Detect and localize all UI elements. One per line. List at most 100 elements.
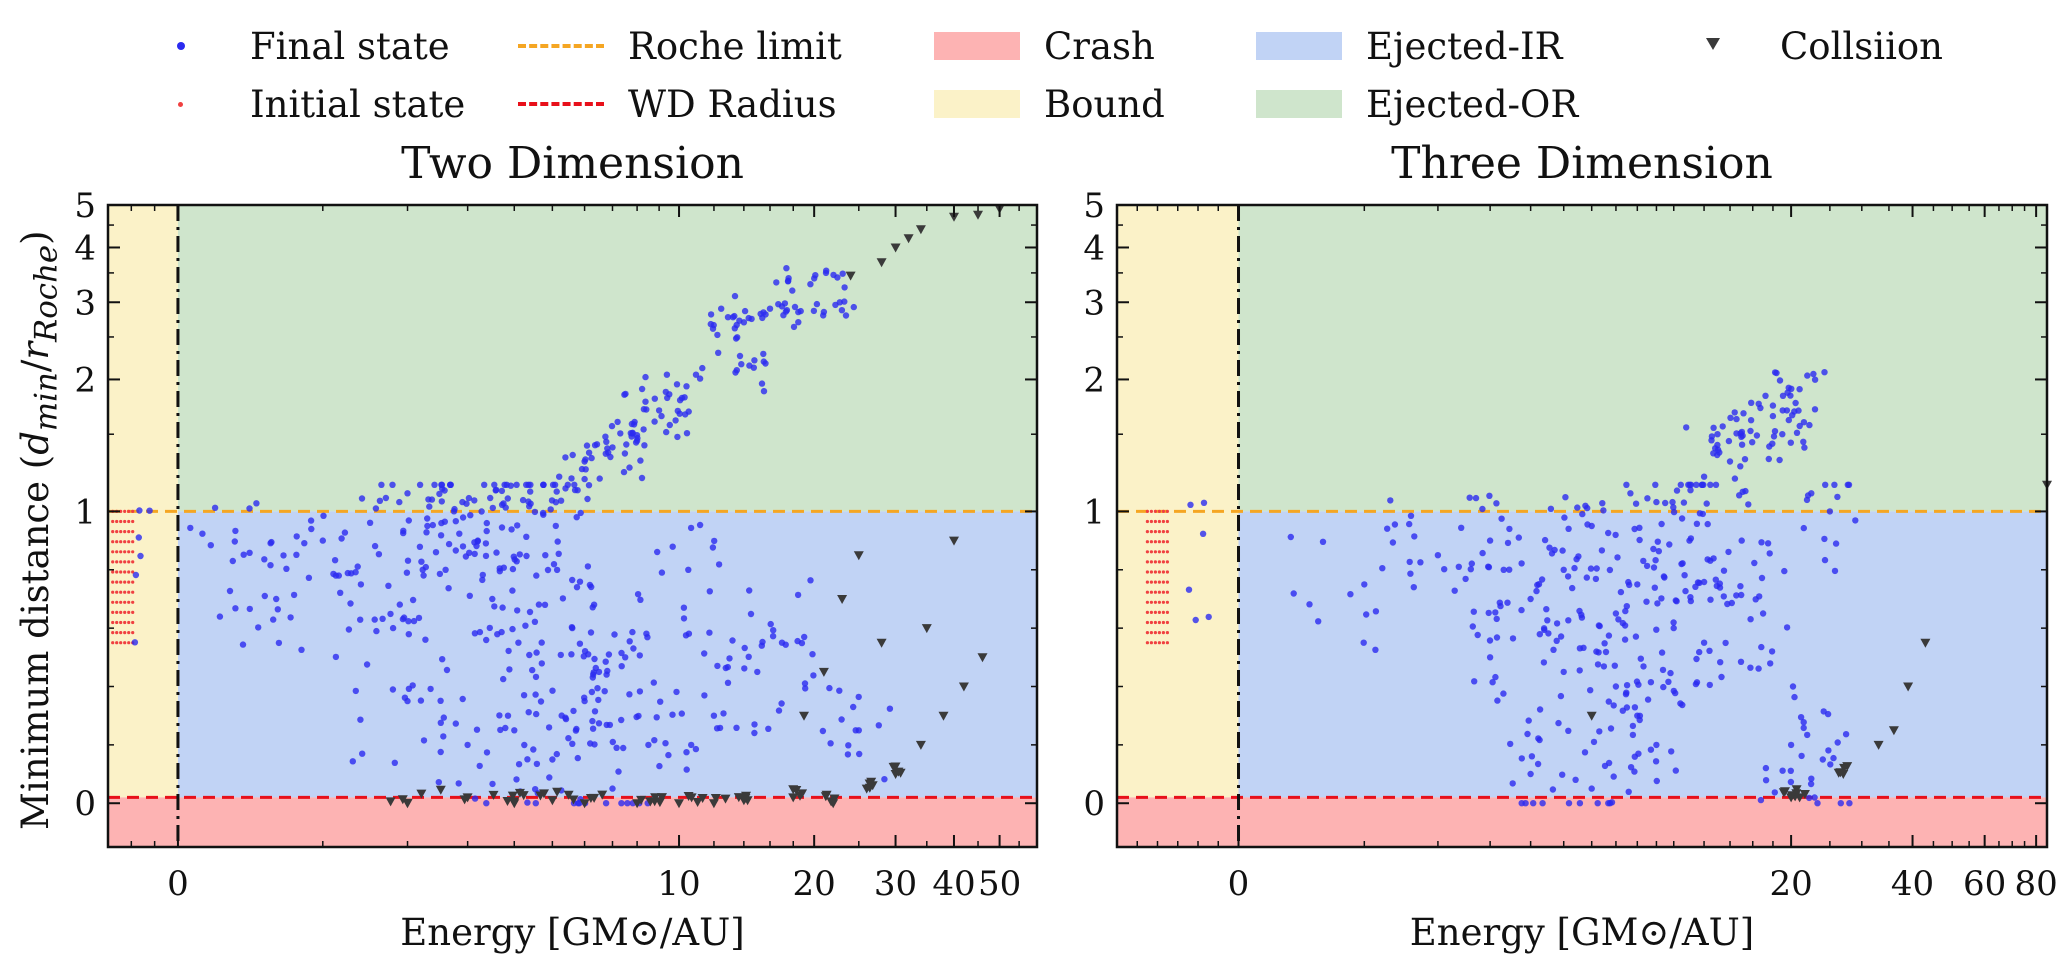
final-state-point (1807, 780, 1815, 788)
final-state-point (850, 703, 857, 711)
final-state-point (682, 632, 690, 639)
x-tick-label: 40 (932, 864, 975, 904)
final-state-point (1587, 687, 1594, 694)
final-state-point (1605, 529, 1612, 537)
final-state-point (506, 666, 513, 673)
final-state-point (298, 646, 305, 653)
final-state-point (1672, 767, 1680, 774)
final-state-point (1668, 748, 1675, 755)
final-state-point (1737, 430, 1744, 437)
initial-state-point (115, 580, 119, 584)
final-state-point (1791, 408, 1798, 415)
final-state-point (611, 631, 618, 638)
final-state-point (508, 526, 515, 533)
final-state-point (1714, 446, 1722, 453)
chart-title: Three Dimension (1391, 138, 1773, 189)
final-state-point (1748, 399, 1755, 406)
initial-state-point (123, 590, 127, 594)
final-state-point (760, 350, 767, 358)
final-state-point (387, 610, 394, 618)
final-state-point (514, 522, 521, 529)
legend-swatch (518, 82, 604, 126)
final-state-point (836, 687, 843, 694)
final-state-point (1643, 562, 1651, 570)
final-state-point (1625, 578, 1632, 586)
final-state-point (701, 650, 708, 657)
final-state-point (765, 725, 772, 732)
final-state-point (1720, 593, 1728, 600)
initial-state-point (1153, 590, 1157, 594)
collision-marker (416, 789, 427, 799)
initial-state-point (1153, 641, 1157, 645)
final-state-point (1406, 520, 1413, 528)
final-state-point (542, 552, 549, 559)
final-state-point (748, 315, 755, 323)
final-state-point (844, 751, 852, 758)
final-state-point (626, 464, 633, 471)
initial-state-point (111, 550, 115, 554)
final-state-point (401, 694, 409, 701)
final-state-point (1787, 439, 1795, 446)
final-state-point (678, 710, 685, 717)
initial-state-point (1165, 540, 1169, 544)
final-state-point (642, 373, 649, 381)
final-state-point (1801, 444, 1808, 451)
final-state-point (1466, 494, 1473, 501)
final-state-point (823, 267, 830, 274)
final-state-point (1557, 633, 1565, 640)
final-state-point (838, 716, 845, 723)
final-state-point (504, 495, 511, 502)
final-state-point (621, 391, 628, 398)
initial-state-point (115, 550, 119, 554)
final-state-point (565, 735, 572, 742)
collision-marker (568, 795, 579, 805)
final-state-point (479, 571, 486, 579)
final-state-point (338, 535, 345, 542)
final-state-point (1360, 639, 1367, 646)
final-state-point (1553, 620, 1561, 627)
final-state-point (1565, 800, 1573, 807)
collision-marker (597, 790, 608, 800)
initial-state-point (1161, 509, 1165, 513)
final-state-point (1793, 429, 1801, 436)
final-state-point (1762, 777, 1770, 784)
final-state-point (1682, 587, 1689, 595)
final-state-point (437, 697, 444, 704)
initial-state-point (1149, 550, 1153, 554)
final-state-point (464, 741, 471, 749)
final-state-point (1533, 587, 1540, 595)
final-state-point (465, 494, 473, 502)
initial-state-point (1161, 600, 1165, 604)
initial-state-point (1161, 530, 1165, 534)
final-state-point (643, 406, 650, 413)
initial-state-point (1145, 580, 1149, 584)
final-state-point (545, 724, 553, 731)
final-state-point (400, 614, 408, 621)
x-axis-label: Energy [GM⊙/AU] (400, 911, 744, 954)
initial-state-point (1149, 641, 1153, 645)
x-tick-label: 50 (978, 864, 1021, 904)
final-state-point (1652, 557, 1659, 564)
final-state-point (651, 395, 658, 402)
final-state-point (585, 449, 593, 456)
initial-state-point (123, 540, 127, 544)
final-state-point (1764, 540, 1772, 547)
final-state-point (1536, 706, 1544, 713)
final-state-point (1696, 648, 1703, 656)
final-state-point (493, 549, 500, 556)
plot-frame (106, 203, 1039, 849)
final-state-point (1372, 608, 1380, 615)
final-state-point (483, 800, 490, 807)
final-state-point (1666, 541, 1673, 548)
final-state-point (410, 617, 418, 625)
final-state-point (523, 533, 530, 540)
final-state-point (531, 618, 539, 625)
final-state-point (1747, 417, 1755, 424)
final-state-point (1614, 554, 1621, 561)
final-state-point (1441, 566, 1448, 573)
legend-swatch (140, 82, 226, 126)
final-state-point (595, 696, 602, 704)
final-state-point (1472, 494, 1480, 502)
final-state-point (389, 686, 397, 693)
collision-marker (1786, 791, 1797, 801)
